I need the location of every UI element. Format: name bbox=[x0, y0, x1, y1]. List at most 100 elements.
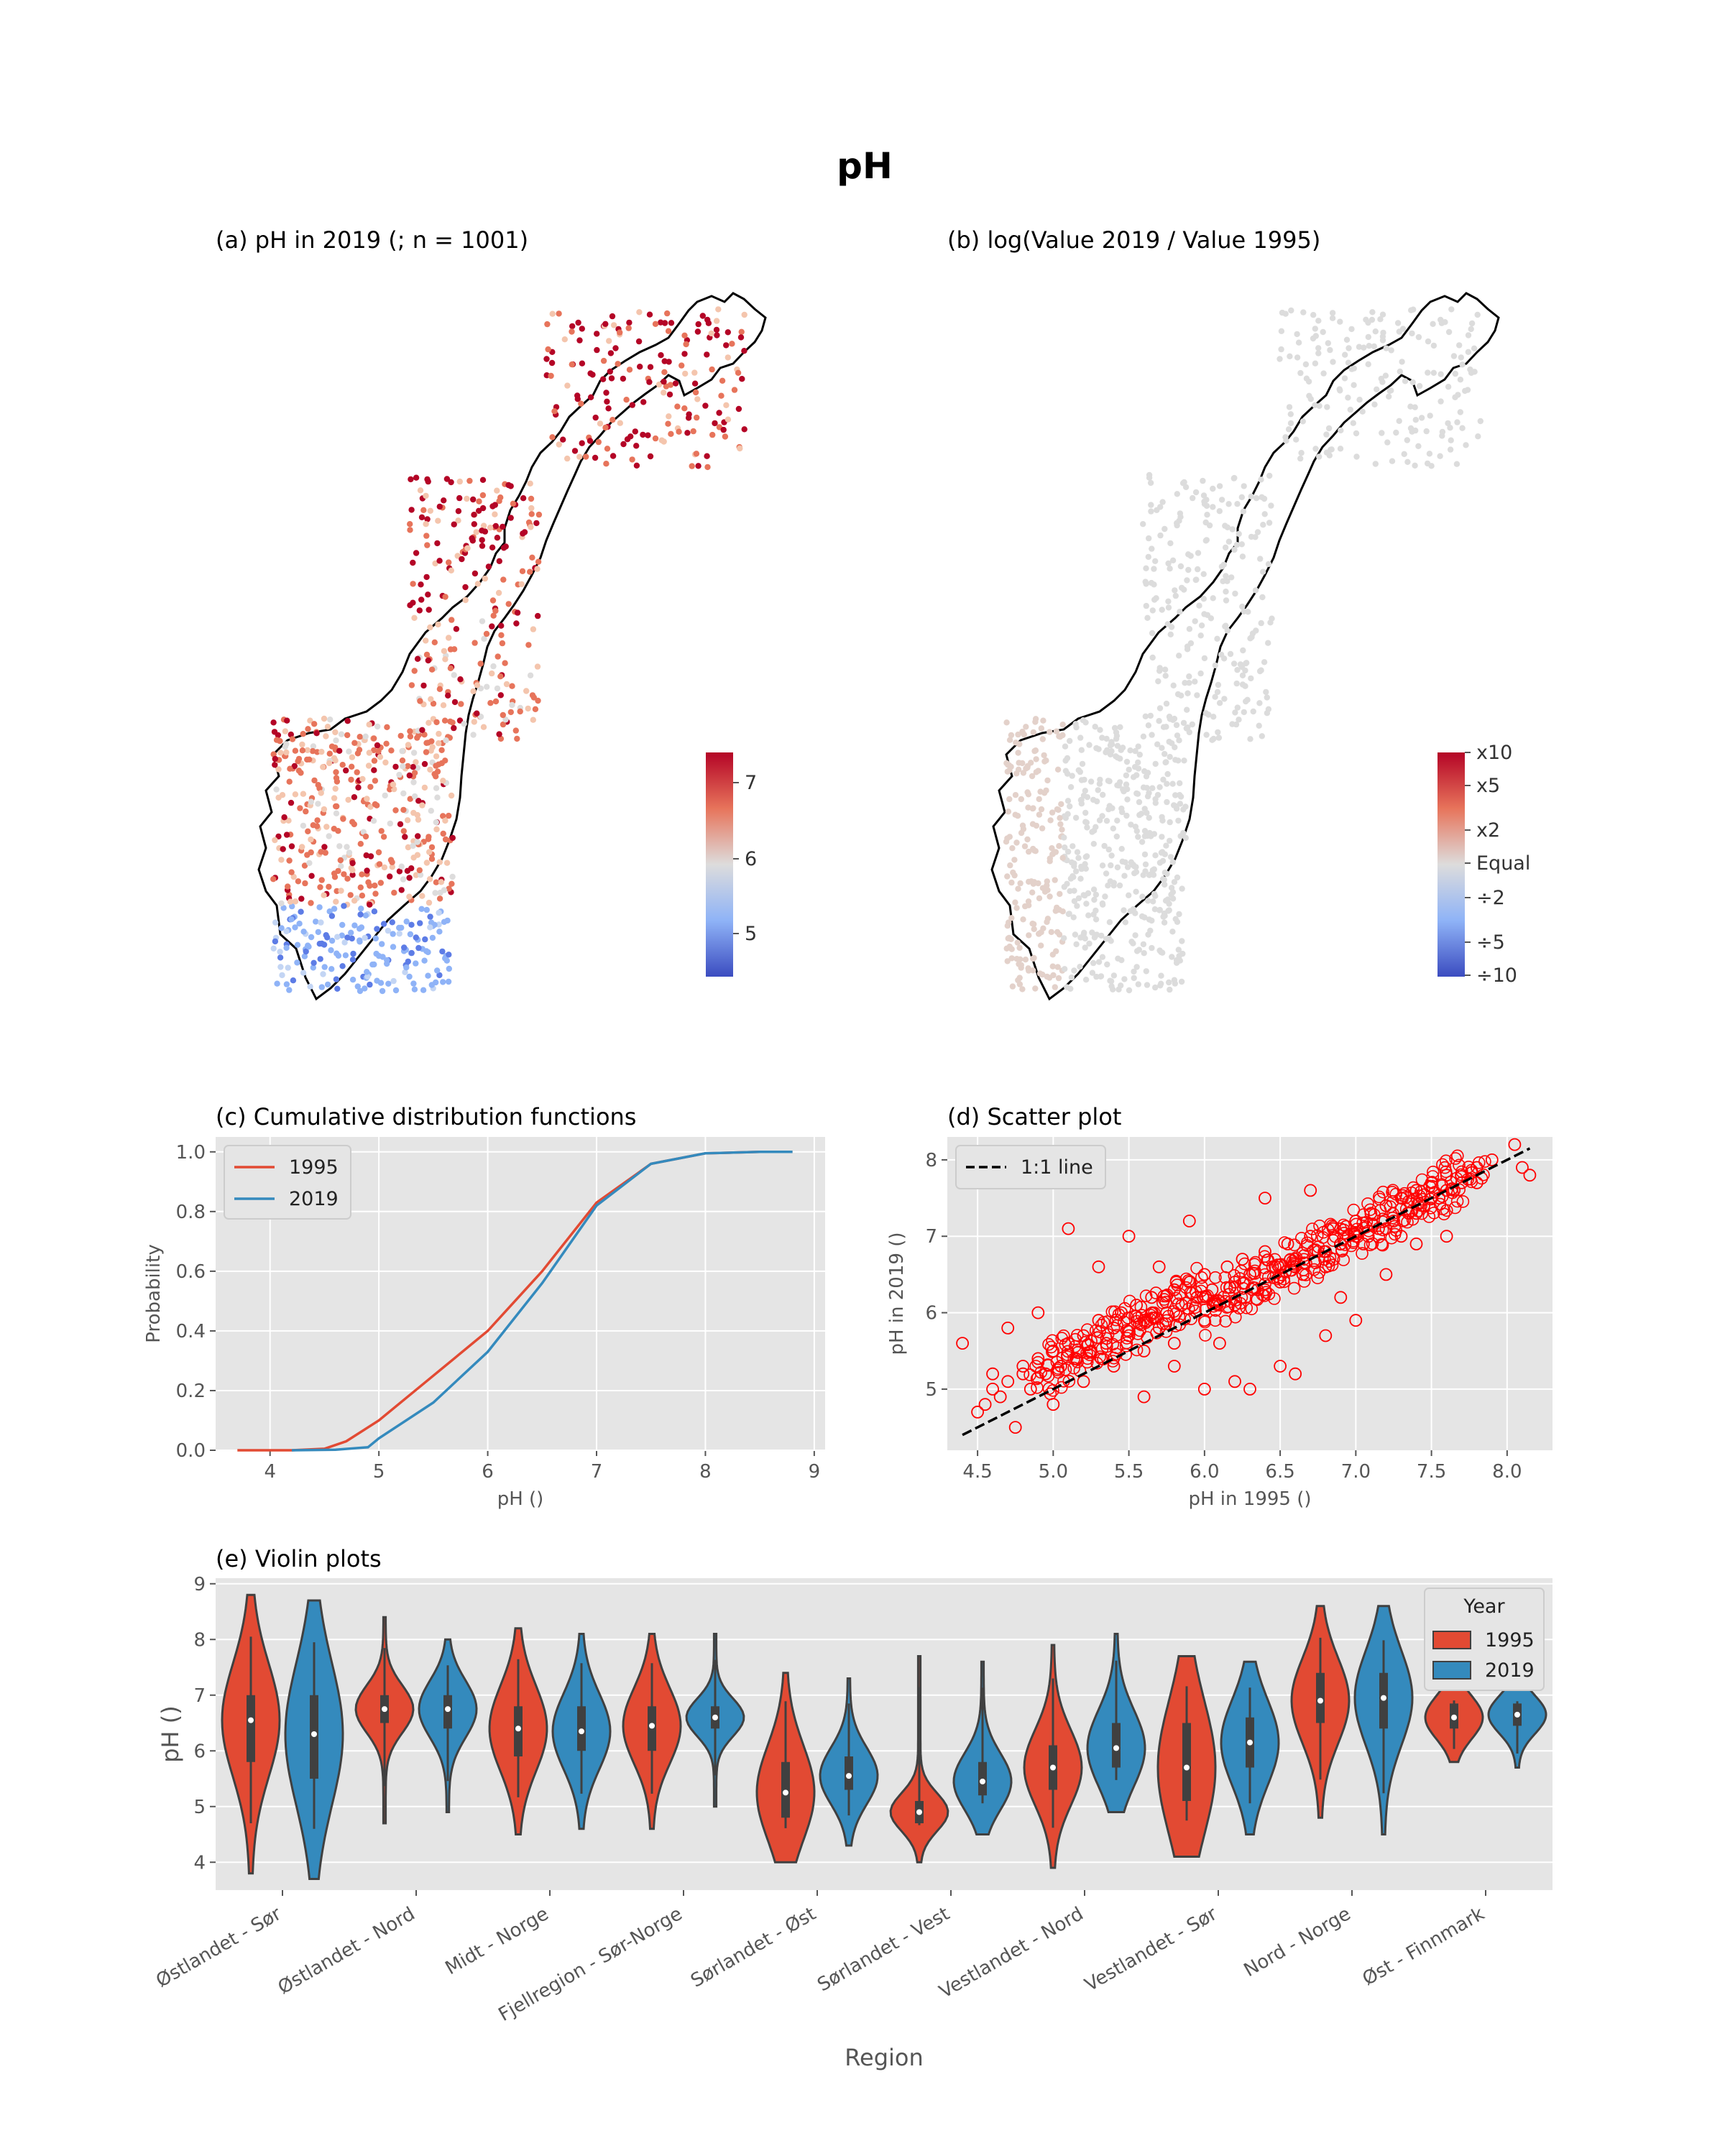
site-point bbox=[446, 965, 452, 972]
site-point bbox=[392, 807, 399, 814]
site-point bbox=[278, 857, 285, 863]
site-point bbox=[417, 872, 424, 878]
site-point bbox=[1009, 983, 1016, 990]
site-point bbox=[407, 796, 413, 802]
site-point bbox=[1142, 861, 1149, 868]
site-point bbox=[415, 798, 422, 804]
site-point bbox=[1093, 973, 1100, 980]
site-point bbox=[487, 700, 494, 706]
site-point bbox=[1140, 784, 1147, 791]
site-point bbox=[1377, 316, 1384, 323]
site-point bbox=[1050, 972, 1057, 979]
site-point bbox=[1044, 777, 1051, 784]
site-point bbox=[1143, 602, 1150, 609]
site-point bbox=[1013, 905, 1020, 911]
site-point bbox=[364, 969, 370, 975]
site-point bbox=[1053, 728, 1060, 734]
site-point bbox=[1238, 541, 1246, 548]
site-point bbox=[1438, 398, 1444, 405]
site-point bbox=[382, 792, 388, 799]
site-point bbox=[1186, 673, 1192, 680]
site-point bbox=[1143, 773, 1150, 780]
site-point bbox=[1215, 729, 1221, 736]
site-point bbox=[298, 770, 304, 776]
scatter-point bbox=[1101, 1328, 1115, 1341]
site-point bbox=[1036, 811, 1043, 818]
site-point bbox=[375, 849, 382, 856]
scatter-point bbox=[978, 1398, 992, 1411]
site-point bbox=[1427, 413, 1433, 419]
site-point bbox=[1236, 530, 1242, 538]
site-point bbox=[420, 682, 427, 689]
site-point bbox=[1080, 717, 1087, 724]
site-point bbox=[1222, 522, 1228, 529]
site-point bbox=[1404, 437, 1411, 443]
scatter-point bbox=[1349, 1314, 1363, 1327]
site-point bbox=[1159, 745, 1165, 751]
site-point bbox=[288, 731, 294, 738]
site-point bbox=[1423, 428, 1430, 435]
x-tick-label: 5.0 bbox=[1039, 1461, 1068, 1483]
site-point bbox=[313, 730, 320, 737]
x-tick-label: 5 bbox=[373, 1461, 385, 1483]
site-point bbox=[1231, 546, 1238, 553]
site-point bbox=[371, 767, 377, 773]
site-point bbox=[646, 311, 653, 318]
site-point bbox=[427, 624, 433, 631]
site-point bbox=[1097, 727, 1103, 733]
site-point bbox=[640, 431, 646, 438]
site-point bbox=[270, 876, 277, 883]
scatter-point bbox=[1456, 1195, 1470, 1208]
site-point bbox=[379, 941, 385, 947]
site-point bbox=[661, 378, 667, 385]
site-point bbox=[1206, 522, 1213, 529]
site-point bbox=[1265, 640, 1271, 646]
site-point bbox=[400, 790, 407, 797]
site-point bbox=[1030, 729, 1037, 736]
site-point bbox=[442, 757, 448, 764]
colorbar-label: 7 bbox=[745, 772, 757, 794]
site-point bbox=[283, 741, 290, 747]
site-point bbox=[424, 542, 431, 548]
site-point bbox=[1087, 778, 1095, 785]
site-point bbox=[1260, 522, 1266, 528]
site-point bbox=[1133, 772, 1140, 778]
site-point bbox=[397, 732, 404, 740]
site-point bbox=[683, 341, 689, 348]
site-point bbox=[1146, 535, 1152, 542]
site-point bbox=[1121, 907, 1127, 913]
site-point bbox=[1174, 918, 1181, 926]
site-point bbox=[390, 931, 396, 937]
site-point bbox=[1013, 740, 1019, 746]
site-point bbox=[423, 492, 429, 499]
site-point bbox=[579, 440, 585, 446]
site-point bbox=[476, 498, 482, 505]
site-point bbox=[1157, 982, 1164, 989]
site-point bbox=[434, 967, 441, 974]
site-point bbox=[578, 400, 584, 407]
scatter-point bbox=[1093, 1350, 1106, 1363]
site-point bbox=[1084, 824, 1090, 831]
site-point bbox=[1372, 328, 1379, 335]
scatter-point bbox=[1107, 1360, 1121, 1373]
site-point bbox=[410, 980, 417, 987]
site-point bbox=[331, 870, 338, 877]
site-point bbox=[492, 607, 499, 614]
site-point bbox=[327, 717, 334, 723]
site-point bbox=[1459, 361, 1466, 368]
site-point bbox=[1036, 970, 1044, 977]
site-point bbox=[1078, 747, 1085, 753]
site-point bbox=[423, 573, 430, 581]
site-point bbox=[1102, 893, 1108, 900]
site-point bbox=[1038, 942, 1044, 949]
site-point bbox=[1089, 969, 1096, 976]
site-point bbox=[1379, 337, 1386, 344]
site-point bbox=[1143, 968, 1150, 975]
legend: 1:1 line bbox=[955, 1145, 1106, 1189]
site-point bbox=[421, 732, 428, 738]
site-point bbox=[1201, 498, 1208, 505]
site-point bbox=[1210, 735, 1217, 742]
site-point bbox=[652, 321, 659, 327]
site-point bbox=[405, 742, 412, 748]
site-point bbox=[1163, 700, 1170, 707]
